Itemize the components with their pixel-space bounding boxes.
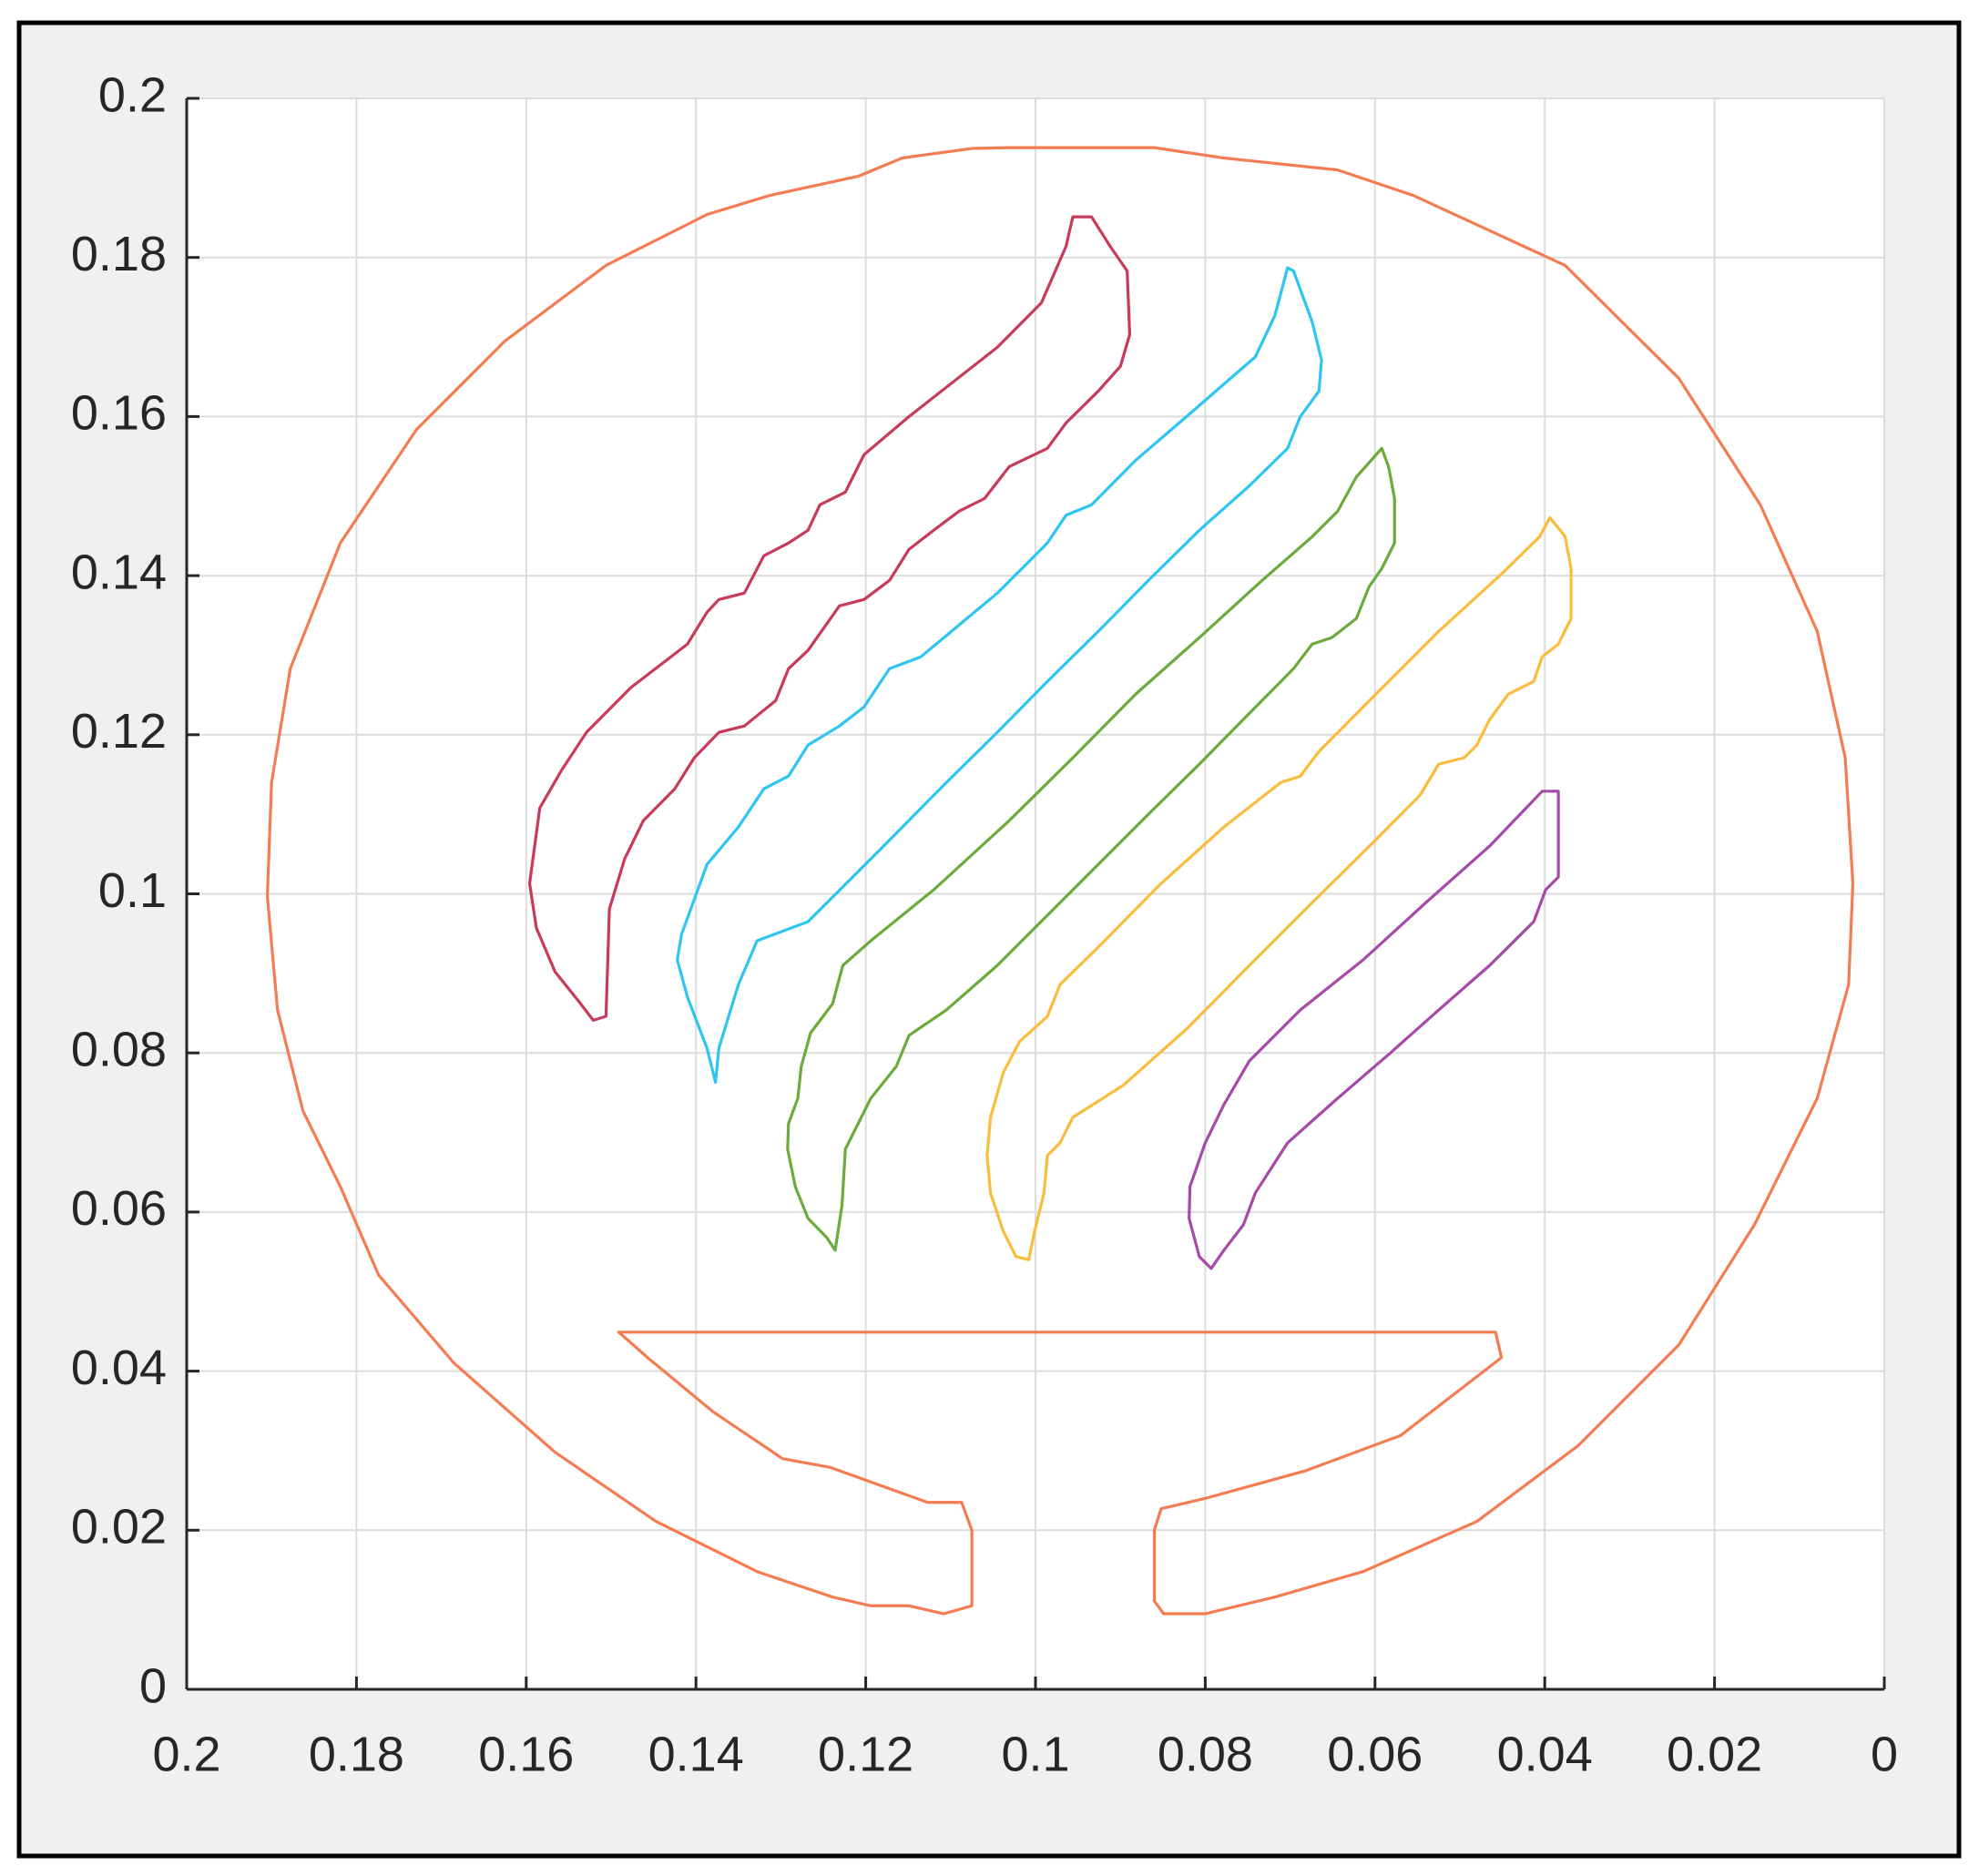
outline bbox=[1188, 790, 1560, 1270]
y-tick-label: 0.12 bbox=[71, 704, 167, 759]
outline bbox=[676, 266, 1323, 1085]
x-tick-label: 0 bbox=[1871, 1727, 1898, 1781]
y-tick-label: 0.04 bbox=[71, 1341, 167, 1395]
x-tick-label: 0.08 bbox=[1158, 1727, 1253, 1781]
x-tick-label: 0.02 bbox=[1667, 1727, 1762, 1781]
x-tick-label: 0.12 bbox=[818, 1727, 913, 1781]
x-tick-label: 0.18 bbox=[309, 1727, 404, 1781]
x-tick-label: 0.04 bbox=[1497, 1727, 1593, 1781]
x-tick-label: 0.06 bbox=[1327, 1727, 1423, 1781]
y-tick-label: 0.08 bbox=[71, 1022, 167, 1076]
y-tick-label: 0.02 bbox=[71, 1500, 167, 1555]
y-tick-label: 0.2 bbox=[98, 67, 167, 122]
y-tick-label: 0.1 bbox=[98, 863, 167, 918]
x-tick-label: 0.16 bbox=[478, 1727, 574, 1781]
x-tick-label: 0.1 bbox=[1001, 1727, 1069, 1781]
x-tick-label: 0.14 bbox=[648, 1727, 744, 1781]
outline bbox=[527, 215, 1132, 1022]
y-tick-label: 0 bbox=[139, 1658, 167, 1713]
outline bbox=[985, 515, 1573, 1261]
y-tick-label: 0.14 bbox=[71, 545, 167, 599]
x-tick-label: 0.2 bbox=[152, 1727, 220, 1781]
y-tick-label: 0.18 bbox=[71, 227, 167, 281]
y-tick-label: 0.16 bbox=[71, 386, 167, 441]
outline bbox=[265, 146, 1855, 1616]
y-tick-label: 0.06 bbox=[71, 1181, 167, 1236]
outline bbox=[786, 446, 1396, 1252]
